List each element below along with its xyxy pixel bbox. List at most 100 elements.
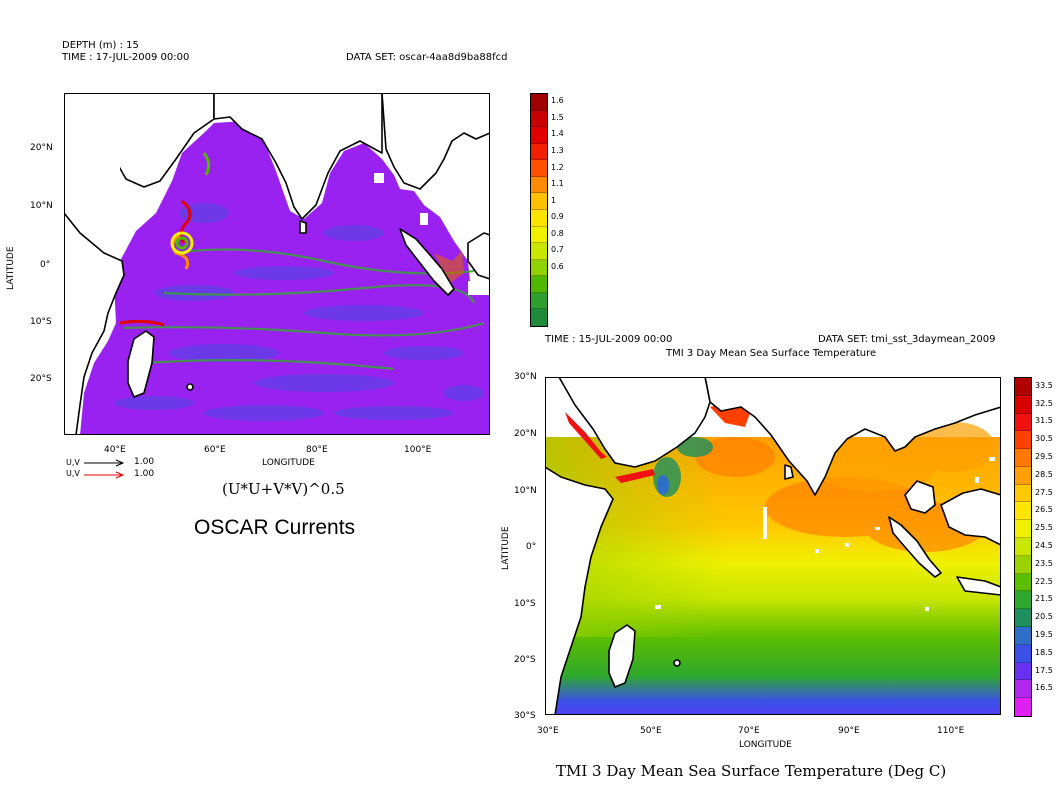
oscar-colorbar-label: 1.5 xyxy=(551,112,564,122)
tmi-colorbar-label: 28.5 xyxy=(1035,469,1053,479)
tmi-colorbar-swatch xyxy=(1015,449,1031,467)
oscar-lat-label: 10°N xyxy=(30,201,53,211)
tmi-colorbar-label: 22.5 xyxy=(1035,576,1053,586)
oscar-colorbar-swatch xyxy=(531,127,547,144)
oscar-lat-label: 0° xyxy=(40,260,51,270)
tmi-lon-label: 70°E xyxy=(738,726,760,736)
oscar-time-label: TIME : 17-JUL-2009 00:00 xyxy=(62,52,190,63)
tmi-lon-label: 50°E xyxy=(640,726,662,736)
tmi-colorbar-label: 16.5 xyxy=(1035,683,1053,693)
oscar-colorbar-swatch xyxy=(531,94,547,111)
oscar-colorbar-label: 0.6 xyxy=(551,262,564,271)
tmi-colorbar-swatch xyxy=(1015,466,1031,485)
somali-jets xyxy=(119,152,211,327)
oscar-colorbar-label: 1 xyxy=(551,195,557,205)
tmi-colorbar xyxy=(1014,377,1032,717)
tmi-lat-label: 10°N xyxy=(514,486,537,496)
tmi-map xyxy=(545,377,1001,715)
tmi-lat-label: 20°S xyxy=(514,655,536,665)
tmi-colorbar-label: 18.5 xyxy=(1035,647,1053,657)
oscar-colorbar-swatch xyxy=(531,309,547,326)
oscar-colorbar-label: 0.7 xyxy=(551,245,564,255)
tmi-lat-label: 0° xyxy=(526,542,537,552)
oscar-lon-label: 60°E xyxy=(204,445,226,455)
oscar-colorbar-swatch xyxy=(531,143,547,161)
tmi-lon-label: 30°E xyxy=(537,726,559,736)
oscar-colorbar-swatch xyxy=(531,226,547,244)
tmi-colorbar-label: 21.5 xyxy=(1035,594,1053,604)
tmi-colorbar-swatch xyxy=(1015,431,1031,450)
tmi-colorbar-swatch xyxy=(1015,626,1031,645)
oscar-lon-label: 80°E xyxy=(306,445,328,455)
oscar-colorbar-label: 1.2 xyxy=(551,162,564,172)
tmi-colorbar-label: 30.5 xyxy=(1035,434,1053,444)
tmi-colorbar-label: 19.5 xyxy=(1035,629,1053,639)
oscar-colorbar-swatch xyxy=(531,209,547,227)
oscar-colorbar-swatch xyxy=(531,243,547,260)
oscar-map xyxy=(64,93,490,435)
oscar-colorbar xyxy=(530,93,548,327)
tmi-colorbar-label: 33.5 xyxy=(1035,380,1053,390)
oscar-colorbar-label: 1.3 xyxy=(551,146,564,155)
tmi-colorbar-swatch xyxy=(1015,395,1031,414)
oscar-lat-label: 20°N xyxy=(30,143,53,153)
black-arrow-icon xyxy=(84,459,125,467)
oscar-lat-label: 10°S xyxy=(30,317,52,327)
tmi-colorbar-label: 23.5 xyxy=(1035,558,1053,568)
tmi-colorbar-swatch xyxy=(1015,538,1031,556)
vector-legend-label: U,V xyxy=(66,469,80,478)
tmi-colorbar-swatch xyxy=(1015,378,1031,396)
oscar-colorbar-swatch xyxy=(531,292,547,310)
oscar-colorbar-swatch xyxy=(531,193,547,210)
tmi-caption: TMI 3 Day Mean Sea Surface Temperature (… xyxy=(556,762,947,780)
tmi-colorbar-label: 27.5 xyxy=(1035,487,1053,497)
oscar-colorbar-swatch xyxy=(531,176,547,194)
oscar-colorbar-swatch xyxy=(531,160,547,177)
tmi-dataset-label: DATA SET: tmi_sst_3daymean_2009 xyxy=(818,334,996,345)
vector-legend-label: U,V xyxy=(66,458,80,467)
oscar-lat-label: 20°S xyxy=(30,374,52,384)
tmi-lat-label: 10°S xyxy=(514,599,536,609)
tmi-land xyxy=(545,377,1001,715)
tmi-colorbar-swatch xyxy=(1015,484,1031,503)
oscar-colorbar-label: 1.1 xyxy=(551,179,564,189)
tmi-colorbar-label: 25.5 xyxy=(1035,523,1053,533)
tmi-colorbar-swatch xyxy=(1015,413,1031,432)
red-arrow-icon xyxy=(84,471,125,479)
tmi-map-title: TMI 3 Day Mean Sea Surface Temperature xyxy=(666,348,877,359)
oscar-ylabel: LATITUDE xyxy=(6,246,16,290)
tmi-colorbar-label: 17.5 xyxy=(1035,665,1053,675)
tmi-colorbar-swatch xyxy=(1015,555,1031,574)
oscar-colorbar-swatch xyxy=(531,276,547,293)
oscar-xlabel: LONGITUDE xyxy=(262,458,315,468)
oscar-depth-label: DEPTH (m) : 15 xyxy=(62,40,139,51)
tmi-colorbar-swatch xyxy=(1015,680,1031,699)
tmi-lat-label: 20°N xyxy=(514,429,537,439)
tmi-ylabel: LATITUDE xyxy=(501,526,511,570)
tmi-colorbar-swatch xyxy=(1015,698,1031,716)
tmi-colorbar-label: 24.5 xyxy=(1035,541,1053,550)
tmi-colorbar-swatch xyxy=(1015,573,1031,592)
tmi-colorbar-swatch xyxy=(1015,662,1031,681)
tmi-colorbar-swatch xyxy=(1015,502,1031,521)
oscar-colorbar-label: 0.9 xyxy=(551,212,564,222)
oscar-lon-label: 40°E xyxy=(104,445,126,455)
tmi-colorbar-swatch xyxy=(1015,644,1031,663)
tmi-xlabel: LONGITUDE xyxy=(739,740,792,750)
tmi-colorbar-swatch xyxy=(1015,520,1031,539)
tmi-colorbar-swatch xyxy=(1015,609,1031,627)
oscar-colorbar-label: 0.8 xyxy=(551,228,564,238)
tmi-lat-label: 30°S xyxy=(514,711,536,721)
tmi-lon-label: 90°E xyxy=(838,726,860,736)
oscar-colorbar-label: 1.6 xyxy=(551,96,564,106)
tmi-colorbar-label: 29.5 xyxy=(1035,452,1053,462)
tmi-colorbar-label: 32.5 xyxy=(1035,398,1053,408)
tmi-colorbar-swatch xyxy=(1015,591,1031,610)
tmi-time-label: TIME : 15-JUL-2009 00:00 xyxy=(545,334,673,345)
tmi-colorbar-label: 20.5 xyxy=(1035,612,1053,622)
tmi-colorbar-label: 26.5 xyxy=(1035,505,1053,515)
tmi-lon-label: 110°E xyxy=(937,726,965,736)
oscar-colorbar-swatch xyxy=(531,259,547,277)
oscar-colorbar-label: 1.4 xyxy=(551,129,564,139)
tmi-colorbar-label: 31.5 xyxy=(1035,416,1053,426)
